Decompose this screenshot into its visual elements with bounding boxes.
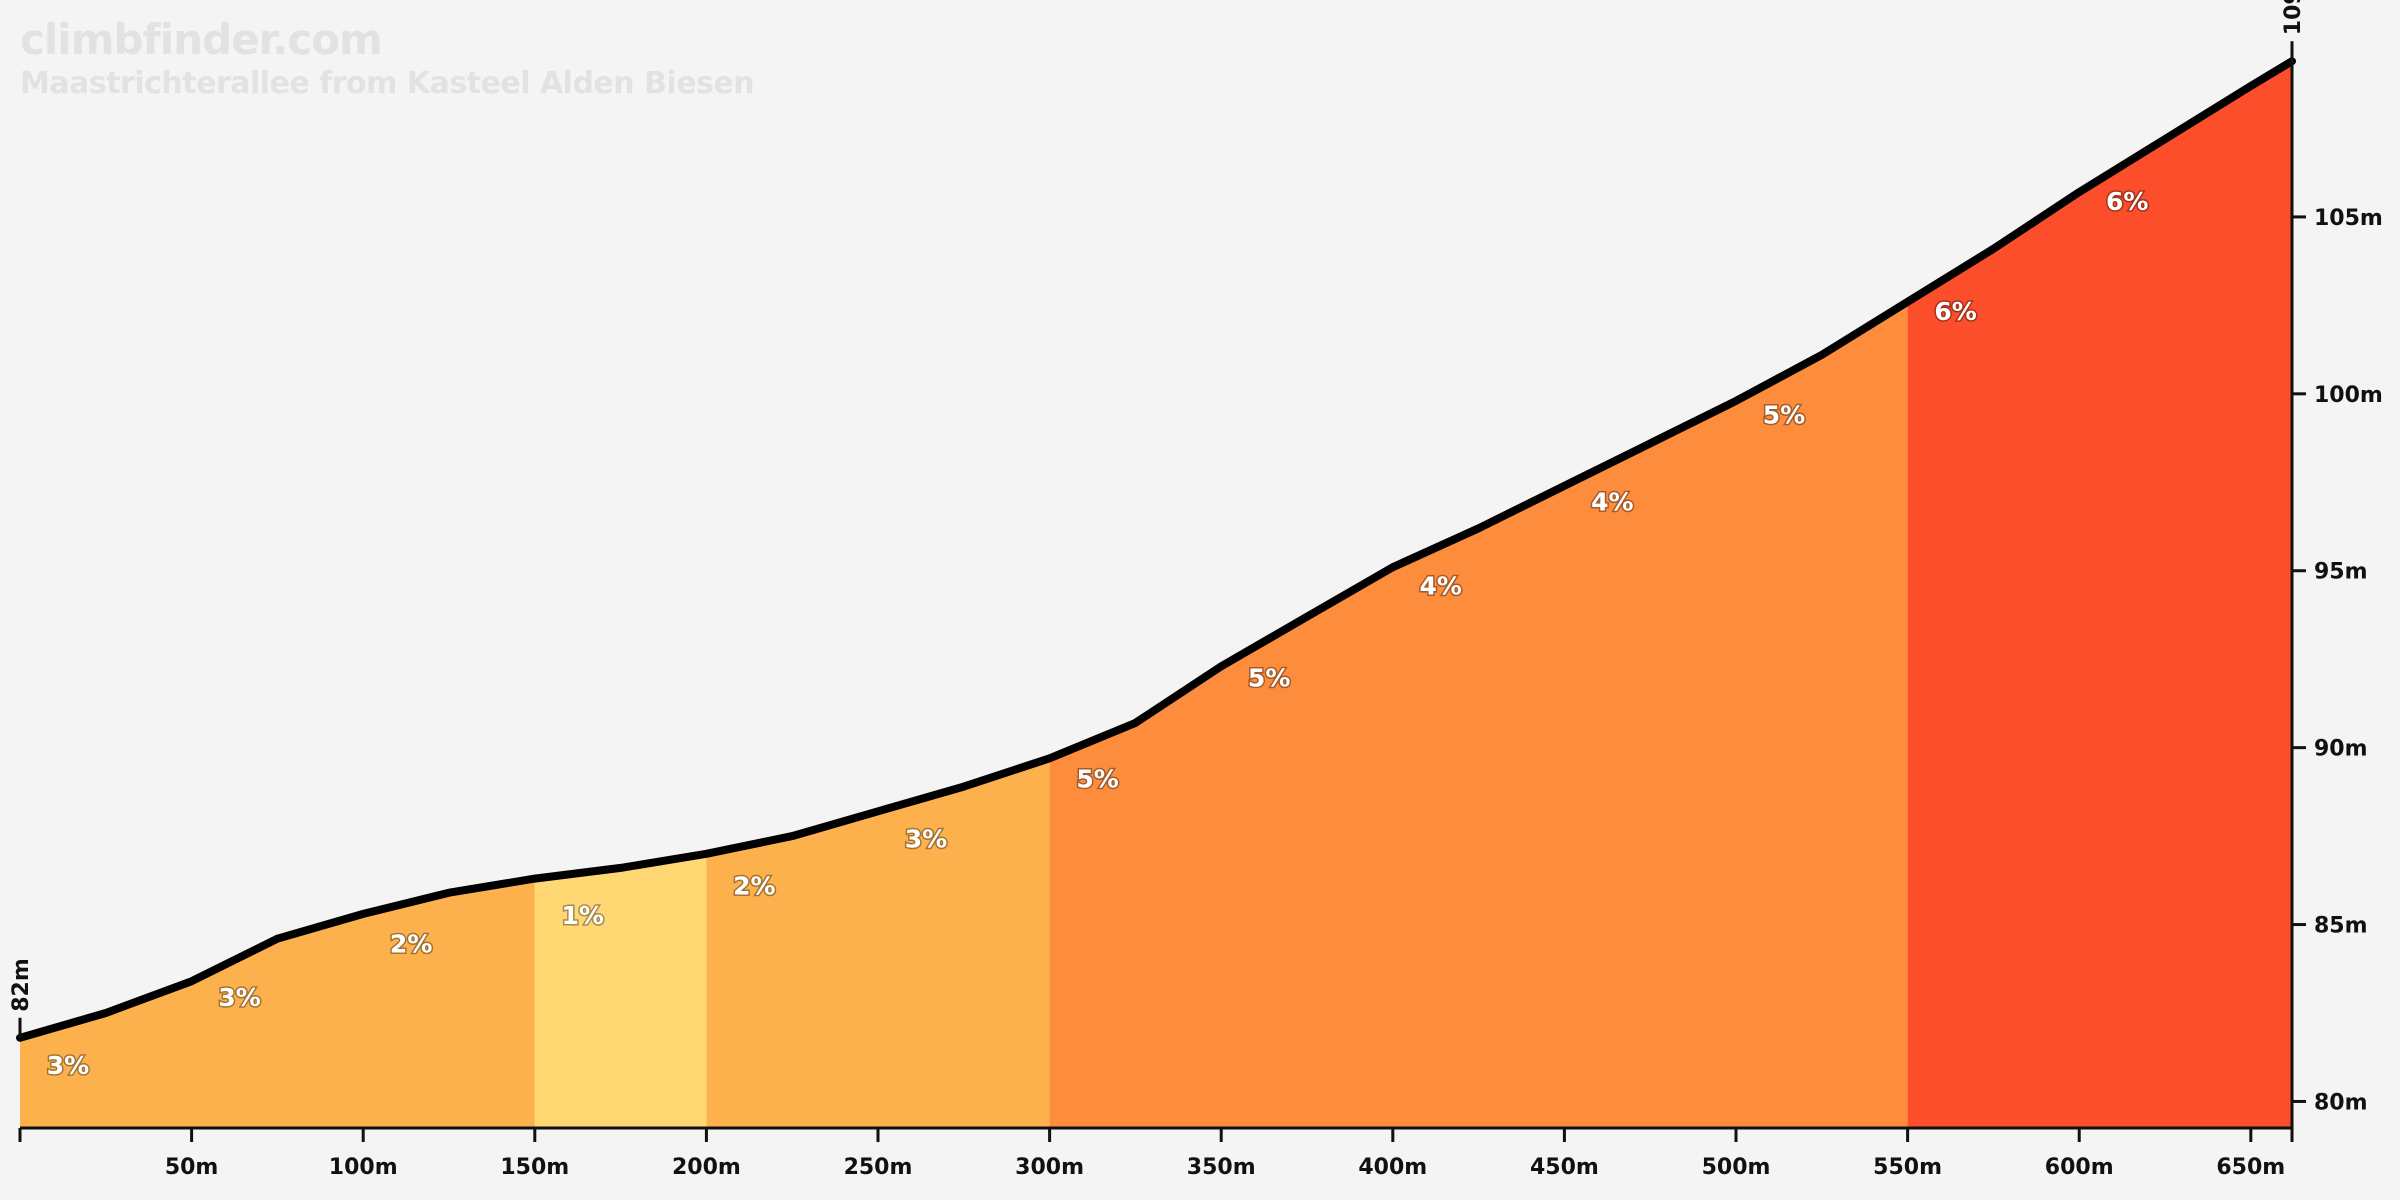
x-tick-label: 100m [329, 1155, 398, 1180]
grade-label: 3% [47, 1051, 89, 1080]
x-tick-label: 50m [165, 1155, 219, 1180]
grade-label: 6% [1934, 297, 1976, 326]
axes: 50m 100m 150m 200m 250m 300m 350m 400m 450m 500m 5… [9, 0, 2383, 1180]
y-tick-label: 95m [2314, 560, 2368, 585]
x-tick-label: 150m [500, 1155, 569, 1180]
grade-label: 5% [1248, 664, 1290, 693]
grade-label: 4% [1591, 488, 1633, 517]
grade-segment-fills [20, 61, 2292, 1129]
y-tick-label: 100m [2314, 383, 2383, 408]
grade-segment-3 [706, 758, 1050, 1128]
grade-segment-1 [20, 878, 535, 1128]
brand-header: climbfinder.com Maastrichterallee from K… [20, 15, 755, 102]
x-tick-label: 450m [1530, 1155, 1599, 1180]
site-name: climbfinder.com [20, 15, 383, 64]
x-tick-label: 300m [1015, 1155, 1084, 1180]
grade-label: 5% [1763, 400, 1805, 429]
route-title: Maastrichterallee from Kasteel Alden Bie… [20, 66, 755, 101]
start-elevation-label: 82m [9, 958, 34, 1012]
grade-label: 1% [562, 901, 604, 930]
end-elevation-label: 109m [2281, 0, 2306, 35]
x-tick-label: 400m [1358, 1155, 1427, 1180]
x-tick-label: 250m [844, 1155, 913, 1180]
grade-label: 5% [1076, 765, 1118, 794]
grade-label: 2% [390, 929, 432, 958]
x-tick-label: 500m [1702, 1155, 1771, 1180]
profile-line [16, 57, 2296, 1042]
grade-label: 6% [2106, 187, 2148, 216]
y-tick-label: 80m [2314, 1090, 2368, 1115]
grade-label: 3% [218, 983, 260, 1012]
y-tick-label: 90m [2314, 737, 2368, 762]
grade-labels: 3% 3% 2% 1% 2% 3% 5% 5% 4% 4% 5% 6% 6% [45, 186, 2150, 1082]
y-tick-label: 85m [2314, 914, 2368, 939]
grade-segment-5 [1907, 61, 2292, 1129]
grade-label: 4% [1420, 571, 1462, 600]
x-tick-label: 350m [1187, 1155, 1256, 1180]
grade-label: 3% [905, 824, 947, 853]
x-tick-label: 650m [2216, 1155, 2285, 1180]
grade-label: 2% [733, 871, 775, 900]
grade-segment-4 [1049, 301, 1908, 1128]
x-tick-label: 200m [672, 1155, 741, 1180]
x-tick-label: 550m [1873, 1155, 1942, 1180]
grade-segment-2 [534, 853, 707, 1128]
y-tick-label: 105m [2314, 206, 2383, 231]
x-tick-label: 600m [2045, 1155, 2114, 1180]
